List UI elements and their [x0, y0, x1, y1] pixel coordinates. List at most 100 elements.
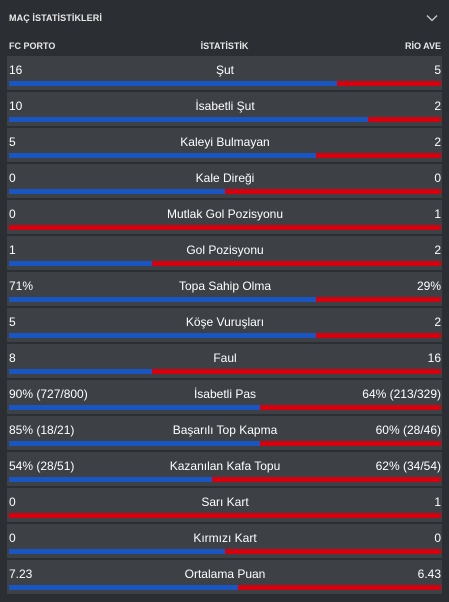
collapse-button[interactable]	[423, 9, 441, 27]
stat-row-text: Kaleyi Bulmayan 5 2	[9, 134, 441, 150]
stat-row: Faul 8 16	[0, 343, 449, 379]
stat-label: Kazanılan Kafa Topu	[169, 459, 281, 473]
home-share-fill	[9, 549, 225, 554]
stat-label: Faul	[213, 351, 237, 365]
stat-row-text: Sarı Kart 0 1	[9, 494, 441, 510]
stat-row-text: Ortalama Puan 7.23 6.43	[9, 566, 441, 582]
stat-label: Topa Sahip Olma	[178, 279, 272, 293]
home-value: 71%	[9, 279, 34, 293]
home-share-fill	[9, 477, 213, 482]
stat-row-text: Mutlak Gol Pozisyonu 0 1	[9, 206, 441, 222]
stat-row-text: Topa Sahip Olma 71% 29%	[9, 278, 441, 294]
stat-label: Köşe Vuruşları	[185, 315, 265, 329]
home-value: 90% (727/800)	[9, 387, 88, 401]
stat-row: İsabetli Şut 10 2	[0, 91, 449, 127]
comparison-bar	[9, 261, 441, 266]
home-value: 0	[9, 207, 16, 221]
home-value: 7.23	[9, 567, 33, 581]
home-value: 16	[9, 63, 23, 77]
comparison-bar	[9, 369, 441, 374]
away-value: 62% (34/54)	[375, 459, 441, 473]
stat-label: Gol Pozisyonu	[186, 243, 264, 257]
column-headers: FC PORTO İSTATİSTİK RİO AVE	[0, 36, 449, 55]
stat-row: Topa Sahip Olma 71% 29%	[0, 271, 449, 307]
stat-label: Kaleyi Bulmayan	[180, 135, 270, 149]
home-value: 85% (18/21)	[9, 423, 75, 437]
home-share-fill	[9, 441, 260, 446]
stat-row: İsabetli Pas 90% (727/800) 64% (213/329)	[0, 379, 449, 415]
comparison-bar	[9, 81, 441, 86]
comparison-bar	[9, 333, 441, 338]
home-value: 5	[9, 315, 16, 329]
away-value: 6.43	[417, 567, 441, 581]
stat-row: Kale Direği 0 0	[0, 163, 449, 199]
stats-list: Şut 16 5 İsabetli Şut 10 2 Kaleyi Bulmayan 5 2 Ka…	[0, 55, 449, 595]
stat-row-text: Şut 16 5	[9, 62, 441, 78]
stat-row: Kazanılan Kafa Topu 54% (28/51) 62% (34/54…	[0, 451, 449, 487]
stat-label: Kale Direği	[195, 171, 255, 185]
home-value: 0	[9, 495, 16, 509]
home-share-fill	[9, 297, 316, 302]
away-value: 2	[434, 135, 441, 149]
home-value: 0	[9, 171, 16, 185]
stat-label: Kırmızı Kart	[193, 531, 257, 545]
home-value: 5	[9, 135, 16, 149]
home-value: 54% (28/51)	[9, 459, 75, 473]
comparison-bar	[9, 117, 441, 122]
home-share-fill	[9, 369, 152, 374]
away-value: 16	[427, 351, 441, 365]
home-share-fill	[9, 153, 316, 158]
stat-row: Gol Pozisyonu 1 2	[0, 235, 449, 271]
home-share-fill	[9, 189, 225, 194]
home-share-fill	[9, 81, 338, 86]
away-value: 2	[434, 315, 441, 329]
home-share-fill	[9, 261, 152, 266]
stat-row-text: Kazanılan Kafa Topu 54% (28/51) 62% (34/54…	[9, 458, 441, 474]
stat-row-text: Kırmızı Kart 0 0	[9, 530, 441, 546]
panel-header: MAÇ İSTATİSTİKLERİ	[0, 0, 449, 36]
stat-label: İsabetli Pas	[193, 387, 257, 401]
stat-row: Kaleyi Bulmayan 5 2	[0, 127, 449, 163]
stat-label: Mutlak Gol Pozisyonu	[166, 207, 284, 221]
home-share-fill	[9, 585, 238, 590]
away-value: 60% (28/46)	[375, 423, 441, 437]
away-value: 64% (213/329)	[362, 387, 441, 401]
stat-row-text: Faul 8 16	[9, 350, 441, 366]
home-team-header: FC PORTO	[9, 41, 56, 51]
away-value: 0	[434, 171, 441, 185]
comparison-bar	[9, 189, 441, 194]
away-value: 1	[434, 495, 441, 509]
comparison-bar	[9, 153, 441, 158]
home-share-fill	[9, 333, 316, 338]
stat-row-text: Başarılı Top Kapma 85% (18/21) 60% (28/46)	[9, 422, 441, 438]
away-value: 2	[434, 99, 441, 113]
stat-row-text: İsabetli Pas 90% (727/800) 64% (213/329)	[9, 386, 441, 402]
away-value: 0	[434, 531, 441, 545]
home-value: 0	[9, 531, 16, 545]
home-share-fill	[9, 117, 368, 122]
comparison-bar	[9, 585, 441, 590]
away-value: 2	[434, 243, 441, 257]
stat-row: Mutlak Gol Pozisyonu 0 1	[0, 199, 449, 235]
stat-label: Şut	[215, 63, 234, 77]
away-team-header: RİO AVE	[404, 41, 441, 51]
panel-title: MAÇ İSTATİSTİKLERİ	[9, 13, 102, 23]
home-value: 8	[9, 351, 16, 365]
stat-row: Ortalama Puan 7.23 6.43	[0, 559, 449, 595]
comparison-bar	[9, 441, 441, 446]
stat-row: Şut 16 5	[0, 55, 449, 91]
comparison-bar	[9, 549, 441, 554]
away-value: 1	[434, 207, 441, 221]
stat-row: Başarılı Top Kapma 85% (18/21) 60% (28/46)	[0, 415, 449, 451]
stat-label: Ortalama Puan	[184, 567, 266, 581]
stat-row-text: İsabetli Şut 10 2	[9, 98, 441, 114]
stat-label: Sarı Kart	[201, 495, 249, 509]
home-value: 1	[9, 243, 16, 257]
comparison-bar	[9, 225, 441, 230]
stat-label: İsabetli Şut	[195, 99, 255, 113]
stat-label: Başarılı Top Kapma	[172, 423, 278, 437]
comparison-bar	[9, 405, 441, 410]
stat-row-text: Gol Pozisyonu 1 2	[9, 242, 441, 258]
comparison-bar	[9, 477, 441, 482]
